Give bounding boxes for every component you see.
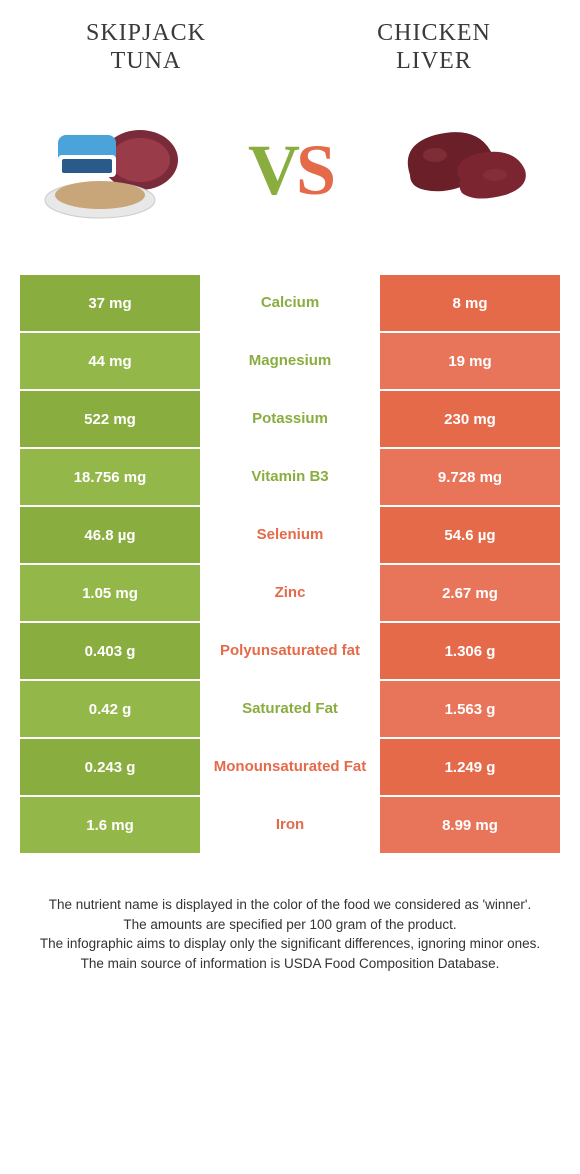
nutrient-table: 37 mgCalcium8 mg44 mgMagnesium19 mg522 m… <box>20 275 560 855</box>
footer-line-4: The main source of information is USDA F… <box>36 954 544 974</box>
left-food-line2: tuna <box>111 48 182 74</box>
left-value: 0.243 g <box>20 739 200 795</box>
vs-s: S <box>296 130 332 210</box>
right-value: 1.249 g <box>380 739 560 795</box>
right-food-line2: liver <box>396 48 472 74</box>
left-value: 1.6 mg <box>20 797 200 853</box>
nutrient-label: Selenium <box>200 507 380 563</box>
footer-line-3: The infographic aims to display only the… <box>36 934 544 954</box>
right-value: 54.6 µg <box>380 507 560 563</box>
nutrient-row: 1.05 mgZinc2.67 mg <box>20 565 560 623</box>
nutrient-row: 522 mgPotassium230 mg <box>20 391 560 449</box>
nutrient-row: 37 mgCalcium8 mg <box>20 275 560 333</box>
nutrient-label: Calcium <box>200 275 380 331</box>
nutrient-row: 44 mgMagnesium19 mg <box>20 333 560 391</box>
left-value: 44 mg <box>20 333 200 389</box>
left-food-title: Skipjack tuna <box>56 20 236 75</box>
right-food-title: Chicken liver <box>344 20 524 75</box>
left-value: 37 mg <box>20 275 200 331</box>
left-value: 18.756 mg <box>20 449 200 505</box>
nutrient-label: Potassium <box>200 391 380 447</box>
right-value: 8 mg <box>380 275 560 331</box>
nutrient-label: Magnesium <box>200 333 380 389</box>
left-value: 46.8 µg <box>20 507 200 563</box>
right-value: 9.728 mg <box>380 449 560 505</box>
nutrient-row: 1.6 mgIron8.99 mg <box>20 797 560 855</box>
left-value: 522 mg <box>20 391 200 447</box>
left-value: 0.42 g <box>20 681 200 737</box>
footer-line-1: The nutrient name is displayed in the co… <box>36 895 544 915</box>
right-value: 1.306 g <box>380 623 560 679</box>
nutrient-label: Iron <box>200 797 380 853</box>
nutrient-row: 18.756 mgVitamin B39.728 mg <box>20 449 560 507</box>
left-food-line1: Skipjack <box>86 20 206 46</box>
right-value: 1.563 g <box>380 681 560 737</box>
right-value: 230 mg <box>380 391 560 447</box>
footer-notes: The nutrient name is displayed in the co… <box>0 855 580 973</box>
nutrient-row: 46.8 µgSelenium54.6 µg <box>20 507 560 565</box>
header: Skipjack tuna Chicken liver <box>0 0 580 85</box>
vs-v: V <box>248 130 296 210</box>
left-value: 1.05 mg <box>20 565 200 621</box>
nutrient-label: Zinc <box>200 565 380 621</box>
tuna-icon <box>30 105 200 235</box>
nutrient-label: Polyunsaturated fat <box>200 623 380 679</box>
right-food-image <box>380 105 550 235</box>
right-value: 8.99 mg <box>380 797 560 853</box>
nutrient-label: Vitamin B3 <box>200 449 380 505</box>
vs-label: VS <box>248 129 332 212</box>
nutrient-row: 0.403 gPolyunsaturated fat1.306 g <box>20 623 560 681</box>
nutrient-row: 0.243 gMonounsaturated Fat1.249 g <box>20 739 560 797</box>
liver-icon <box>380 105 550 235</box>
left-value: 0.403 g <box>20 623 200 679</box>
nutrient-label: Saturated Fat <box>200 681 380 737</box>
footer-line-2: The amounts are specified per 100 gram o… <box>36 915 544 935</box>
left-food-image <box>30 105 200 235</box>
hero-row: VS <box>0 85 580 275</box>
right-food-line1: Chicken <box>377 20 491 46</box>
right-value: 19 mg <box>380 333 560 389</box>
nutrient-label: Monounsaturated Fat <box>200 739 380 795</box>
nutrient-row: 0.42 gSaturated Fat1.563 g <box>20 681 560 739</box>
right-value: 2.67 mg <box>380 565 560 621</box>
